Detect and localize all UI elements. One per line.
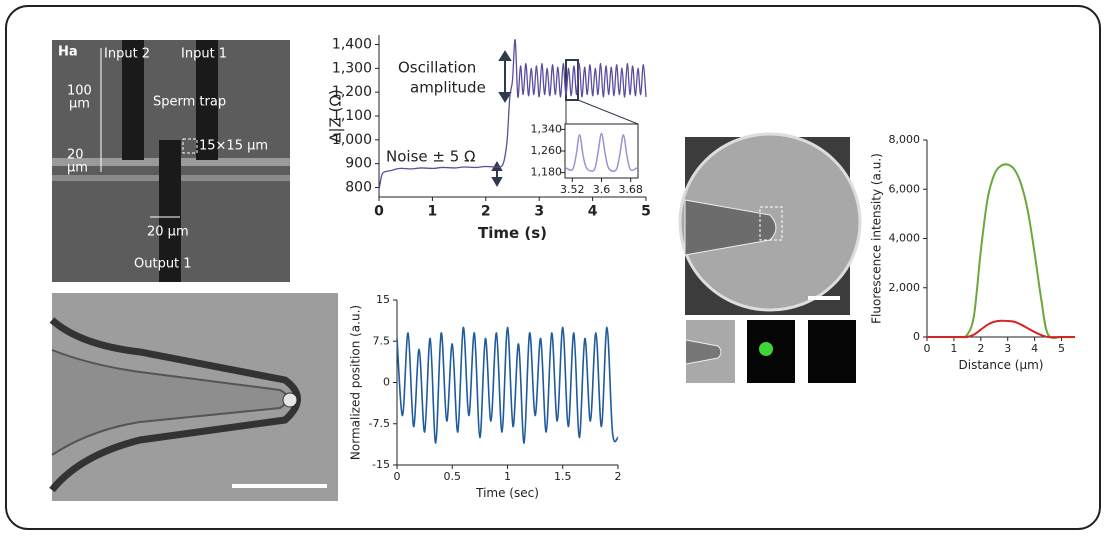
x-axis-label: Time (sec) [475,486,539,500]
image-label: Input 2 [104,47,150,62]
x-tick-label: 5 [1058,342,1065,355]
x-tick-label: 0.5 [444,470,462,483]
micrograph-channels: Ha Input 2 Input 1 100 μm Sperm trap 15×… [52,40,290,282]
x-axis-label: Time (s) [478,224,547,242]
y-tick-label: 1,300 [332,60,372,76]
image-label: μm [67,161,88,176]
x-tick-label: 1 [950,342,957,355]
panel-label: Ha [58,45,78,60]
x-tick-label: 3.52 [560,183,585,196]
y-tick-label: 6,000 [889,182,921,195]
x-tick-label: 0 [394,470,401,483]
x-tick-label: 3.6 [593,183,611,196]
y-tick-label: 1,180 [531,166,563,179]
annotation: Noise ± 5 Ω [386,148,476,166]
x-tick-label: 0 [374,204,384,220]
x-tick-label: 1.5 [554,470,572,483]
y-tick-label: 1,260 [531,144,563,157]
y-axis-label: Fluorescence intensity (a.u.) [870,153,884,324]
micrograph-trap [49,293,338,501]
x-tick-label: 2 [977,342,984,355]
y-tick-label: 1,340 [531,122,563,135]
x-tick-label: 0 [924,342,931,355]
y-tick-label: 0 [913,330,920,343]
annotation: amplitude [410,79,486,97]
image-label: Sperm trap [153,95,226,110]
y-tick-label: 15 [376,293,390,306]
image-label: Input 1 [181,47,227,62]
data-line [926,319,1075,339]
y-tick-label: 4,000 [889,232,921,245]
data-line [564,132,639,172]
y-tick-label: -15 [372,458,390,471]
y-tick-label: 1,200 [332,84,372,100]
image-label: 15×15 μm [199,139,268,154]
y-axis-label: Δ|Z (Ω) [327,89,345,143]
y-axis-label: Normalized position (a.u.) [349,305,363,460]
data-line [378,39,647,190]
y-tick-label: 2,000 [889,281,921,294]
x-tick-label: 2 [481,204,491,220]
image-label: Output 1 [134,257,192,272]
x-tick-label: 1 [428,204,438,220]
image-label: 20 [67,148,84,163]
data-line [396,326,619,444]
y-tick-label: 900 [345,156,372,172]
x-tick-label: 1 [504,470,511,483]
x-tick-label: 3.68 [618,183,643,196]
y-tick-label: 8,000 [889,133,921,146]
x-tick-label: 3 [534,204,544,220]
micrograph-well [678,132,862,383]
x-axis-label: Distance (μm) [959,358,1044,372]
image-label: μm [69,97,90,112]
y-tick-label: 7.5 [373,334,391,347]
inset-background [564,123,639,179]
image-label: 20 μm [147,225,189,240]
x-tick-label: 2 [615,470,622,483]
image-label: 100 [67,84,92,99]
annotation: Oscillation [398,59,476,77]
y-tick-label: 800 [345,179,372,195]
x-tick-label: 5 [641,204,651,220]
x-tick-label: 4 [1031,342,1038,355]
data-line [926,163,1076,339]
y-tick-label: -7.5 [369,417,390,430]
frame [5,5,1101,530]
x-tick-label: 4 [588,204,598,220]
y-tick-label: 0 [383,376,390,389]
y-tick-label: 1,100 [332,108,372,124]
x-tick-label: 3 [1004,342,1011,355]
y-tick-label: 1,400 [332,37,372,53]
annotation-arrows [491,50,639,188]
y-tick-label: 1,000 [332,132,372,148]
